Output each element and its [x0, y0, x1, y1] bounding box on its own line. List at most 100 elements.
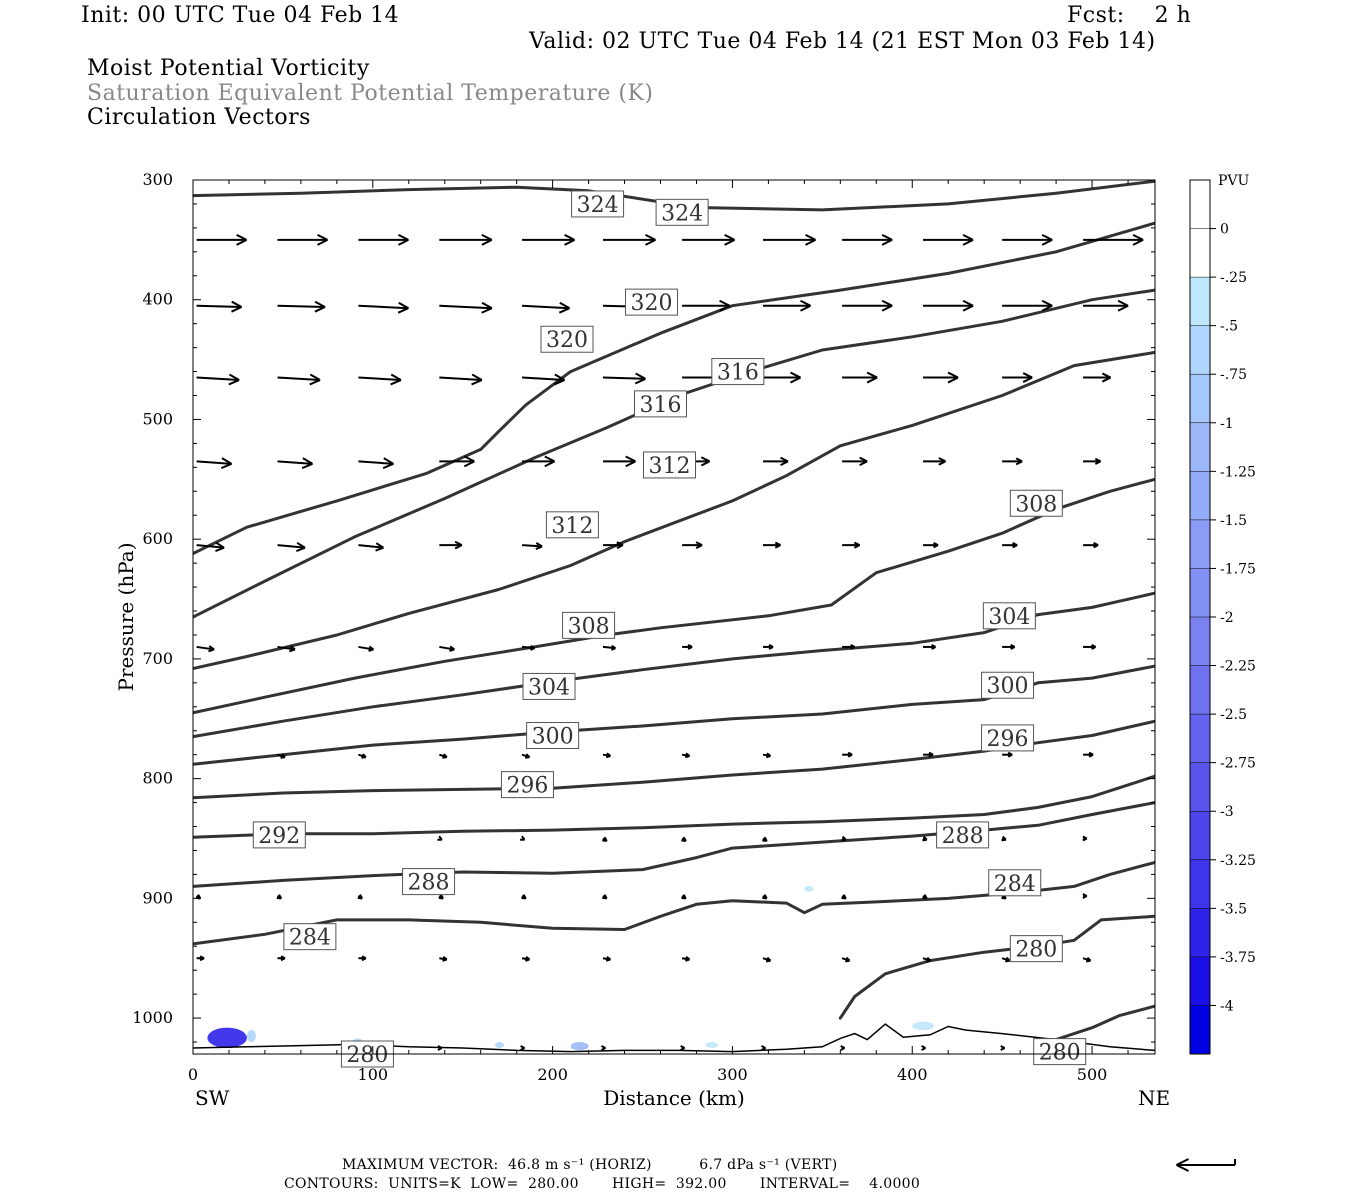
vector-head: [361, 753, 367, 759]
vector-head: [695, 541, 703, 550]
circulation-vector: [602, 752, 612, 759]
circulation-vector: [1083, 751, 1094, 758]
circulation-vector: [763, 541, 781, 549]
circulation-vector: [196, 541, 225, 552]
vector-head: [437, 1045, 443, 1051]
circulation-vector: [1002, 457, 1023, 466]
contour-label: 288: [936, 821, 990, 849]
circulation-vector: [763, 299, 811, 312]
vector-head: [681, 894, 687, 900]
vector-shaft: [602, 376, 646, 380]
circulation-vector: [439, 301, 493, 314]
x-tick-label: 100: [358, 1065, 389, 1084]
circulation-vector: [762, 836, 768, 842]
contour-label: 324: [571, 190, 625, 218]
contour-label-text: 280: [1039, 1041, 1081, 1066]
contour-label-box: [655, 198, 709, 226]
colorbar-tick-label: -.25: [1220, 270, 1247, 286]
vector-head: [933, 542, 939, 549]
vector-head: [866, 371, 878, 384]
contour-label-box: [522, 672, 576, 700]
vector-head: [1082, 893, 1088, 899]
circulation-vector: [841, 894, 847, 900]
contour-label-box: [711, 358, 765, 386]
colorbar-tick-label: -1: [1220, 416, 1234, 432]
y-tick-label: 300: [142, 170, 173, 189]
colorbar-segment: [1190, 471, 1210, 520]
colorbar-segment: [1190, 762, 1210, 812]
contour-label-box: [540, 325, 594, 353]
vector-shaft: [196, 376, 240, 382]
contour-label: 292: [252, 821, 306, 849]
contour-line-312: [193, 350, 1155, 670]
contour-label-layer: 324 324 320 320 316 316 312 312 308 308 304 304 300 3…: [252, 190, 1087, 1068]
circulation-vector: [1001, 956, 1011, 963]
vector-head: [841, 835, 847, 842]
circulation-vector: [196, 645, 215, 653]
contour-label-text: 312: [649, 454, 691, 479]
vector-head: [1001, 835, 1007, 842]
colorbar-segment: [1190, 617, 1210, 666]
vector-head: [881, 233, 893, 246]
vector-head: [634, 372, 646, 385]
contour-label-text: 316: [640, 393, 682, 418]
circulation-vector: [763, 456, 789, 467]
circulation-vector: [923, 233, 974, 246]
vector-head: [602, 836, 608, 842]
vector-head: [1012, 542, 1018, 549]
contour-label-text: 316: [717, 361, 759, 386]
circulation-vector: [277, 373, 321, 386]
pv-patch: [705, 1042, 719, 1049]
init-time: Init: 00 UTC Tue 04 Feb 14: [81, 3, 400, 28]
circulation-vector: [196, 233, 248, 246]
contour-line-300: [193, 664, 1155, 766]
contour-label-box: [562, 611, 616, 639]
circulation-vector: [1002, 542, 1018, 549]
vector-layer: [195, 233, 1144, 1051]
circulation-vector: [358, 753, 367, 759]
colorbar-segment: [1190, 859, 1210, 909]
vector-head: [397, 301, 409, 314]
contour-label: 316: [711, 358, 765, 386]
colorbar-segment: [1190, 277, 1210, 326]
vector-head: [947, 371, 959, 384]
vector-head: [1041, 299, 1053, 312]
circulation-vector: [842, 541, 861, 549]
circulation-vector: [922, 956, 932, 963]
vector-shaft: [439, 645, 455, 651]
contour-label-box: [981, 724, 1035, 752]
vector-head: [215, 541, 225, 552]
vector-head: [544, 455, 556, 468]
circulation-vector: [923, 299, 974, 312]
vector-head: [605, 956, 612, 962]
circulation-vector: [602, 894, 608, 900]
circulation-vector: [196, 457, 233, 470]
pv-colorbar: 0 -.25 -.5 -.75 -1 -1.25 -1.5 -1.75 -2 -2.25 -2.5 -…: [1189, 179, 1256, 1055]
vector-shaft: [439, 304, 492, 310]
title-line-2: Saturation Equivalent Potential Temperat…: [87, 81, 654, 106]
vector-head: [765, 752, 772, 759]
contour-info: CONTOURS: UNITS=K LOW= 280.00 HIGH= 392.…: [284, 1176, 921, 1192]
circulation-vector: [1083, 372, 1112, 383]
circulation-vector: [682, 233, 736, 246]
vector-head: [841, 894, 847, 900]
vector-head: [553, 373, 566, 386]
contour-label: 284: [988, 869, 1042, 897]
contour-label-text: 284: [289, 926, 331, 951]
vector-head: [442, 956, 448, 962]
circulation-vector: [521, 542, 543, 550]
pv-patch: [207, 1027, 247, 1049]
vector-head: [1088, 751, 1094, 758]
contour-label: 296: [500, 771, 554, 799]
reference-vector: [1176, 1158, 1236, 1172]
circulation-vector: [358, 233, 409, 246]
circulation-vector: [439, 753, 448, 759]
circulation-vector: [1001, 835, 1007, 842]
vector-head: [962, 299, 974, 312]
circulation-vector: [682, 299, 731, 312]
title-line-1: Moist Potential Vorticity: [87, 56, 370, 81]
contour-label-box: [283, 923, 337, 951]
contour-label: 324: [655, 198, 709, 226]
vector-head: [236, 233, 248, 246]
